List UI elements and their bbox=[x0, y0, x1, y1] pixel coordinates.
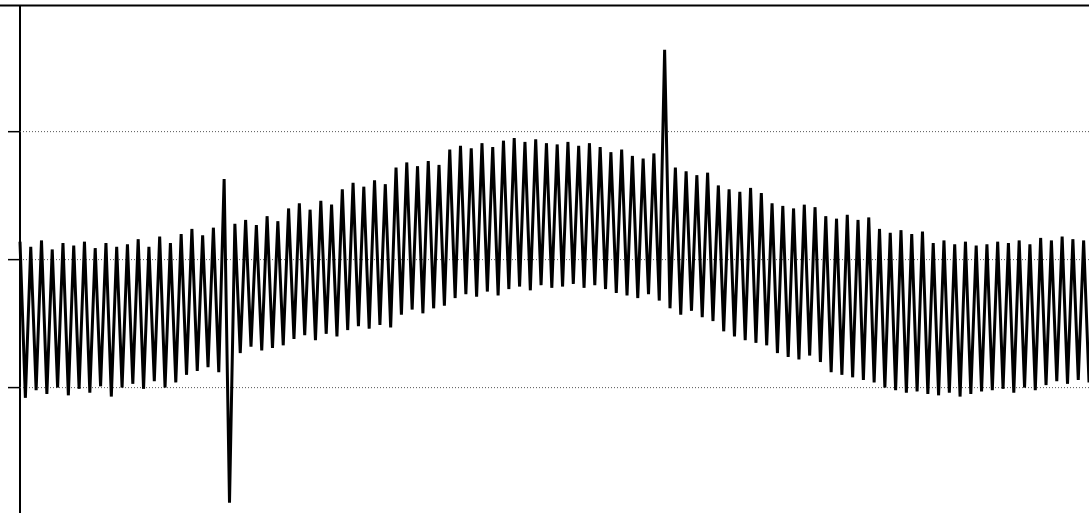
signal-line bbox=[18, 49, 1089, 503]
